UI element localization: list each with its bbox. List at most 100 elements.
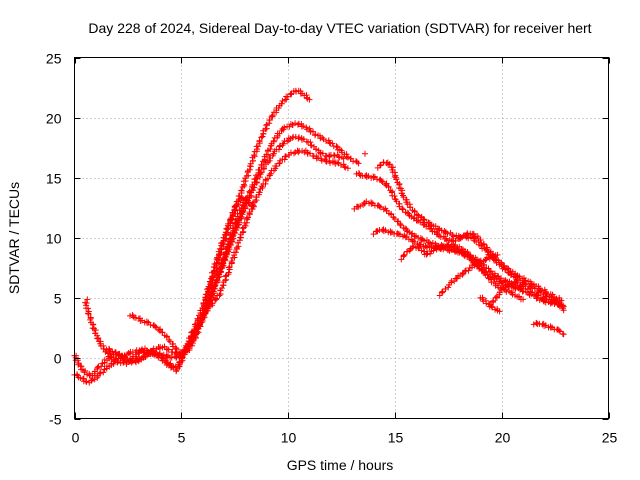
y-tick-label: 20: [46, 111, 62, 127]
data-point: [303, 126, 310, 133]
data-point: [401, 251, 408, 258]
y-tick-label: -5: [49, 412, 62, 428]
data-point: [259, 133, 266, 140]
data-point: [256, 137, 263, 144]
x-tick-label: 10: [281, 430, 297, 446]
data-point: [152, 349, 159, 356]
data-point: [250, 203, 257, 210]
data-point: [173, 346, 180, 353]
series-outliers: [84, 150, 368, 303]
data-point: [386, 161, 393, 168]
data-points: [71, 87, 567, 386]
data-point: [82, 367, 89, 374]
data-point: [85, 310, 92, 317]
series-arc-5: [127, 196, 249, 357]
data-point: [308, 142, 315, 149]
data-point: [555, 327, 562, 334]
data-point: [214, 254, 221, 261]
data-point: [264, 175, 271, 182]
data-point: [251, 152, 258, 159]
data-point: [151, 350, 158, 357]
data-point: [439, 288, 446, 295]
data-point: [243, 215, 250, 222]
y-tick-label: 0: [54, 351, 62, 367]
data-point: [397, 222, 404, 229]
data-point: [159, 329, 166, 336]
data-point: [237, 234, 244, 241]
data-point: [215, 248, 222, 255]
data-point: [197, 323, 204, 330]
data-point: [461, 268, 468, 275]
data-point: [535, 292, 542, 299]
data-point: [212, 295, 219, 302]
data-point: [404, 248, 411, 255]
data-point: [296, 134, 302, 141]
data-point: [391, 193, 398, 200]
data-point: [344, 154, 351, 161]
y-tick-label: 15: [46, 171, 62, 187]
data-point: [109, 348, 116, 355]
data-point: [344, 165, 351, 172]
data-point: [186, 345, 193, 352]
y-axis-label: SDTVAR / TECUs: [6, 182, 22, 294]
data-point: [498, 280, 505, 287]
series-arc-6: [199, 194, 257, 312]
data-point: [400, 206, 407, 213]
data-point: [270, 137, 277, 144]
data-point: [513, 279, 520, 286]
data-point: [84, 296, 91, 303]
data-point: [133, 355, 140, 362]
data-point: [376, 203, 383, 210]
data-point: [258, 134, 265, 141]
data-point: [341, 163, 348, 170]
data-point: [423, 223, 430, 230]
x-axis-label: GPS time / hours: [287, 457, 394, 473]
data-point: [400, 252, 407, 259]
data-point: [502, 266, 509, 273]
data-point: [361, 150, 368, 157]
data-point: [132, 314, 139, 321]
data-point: [470, 254, 477, 261]
data-point: [503, 288, 510, 295]
data-point: [558, 302, 565, 309]
data-point: [280, 140, 287, 147]
data-point: [225, 264, 232, 271]
data-point: [196, 322, 203, 329]
data-point: [77, 375, 84, 382]
data-point: [267, 170, 274, 177]
data-point: [266, 117, 273, 124]
data-point: [114, 351, 121, 358]
data-point: [159, 352, 166, 359]
data-point: [483, 254, 490, 261]
data-point: [136, 348, 143, 355]
data-point: [227, 216, 234, 223]
data-point: [294, 121, 301, 128]
data-point: [273, 163, 280, 170]
data-point: [306, 96, 313, 103]
data-point: [170, 364, 177, 371]
data-point: [216, 266, 223, 273]
data-point: [276, 160, 283, 167]
data-point: [556, 301, 563, 308]
data-point: [329, 157, 336, 164]
data-point: [421, 238, 428, 245]
data-point: [509, 291, 516, 298]
data-point: [395, 231, 402, 238]
data-point: [258, 169, 265, 176]
axis-ticks: 0 5 10 15 20 25 -5 0 5 10 15 20 25: [46, 51, 618, 446]
x-tick-label: 25: [602, 430, 618, 446]
data-point: [238, 194, 245, 201]
data-point: [228, 215, 235, 222]
data-point: [254, 146, 261, 153]
data-point: [413, 211, 420, 218]
data-point: [107, 353, 114, 360]
data-point: [238, 187, 245, 194]
data-point: [331, 152, 338, 159]
data-point: [313, 146, 320, 153]
data-point: [202, 294, 209, 301]
data-point: [300, 123, 307, 130]
data-point: [295, 149, 302, 156]
data-point: [95, 335, 102, 342]
data-point: [189, 338, 196, 345]
y-tick-label: 10: [46, 231, 62, 247]
